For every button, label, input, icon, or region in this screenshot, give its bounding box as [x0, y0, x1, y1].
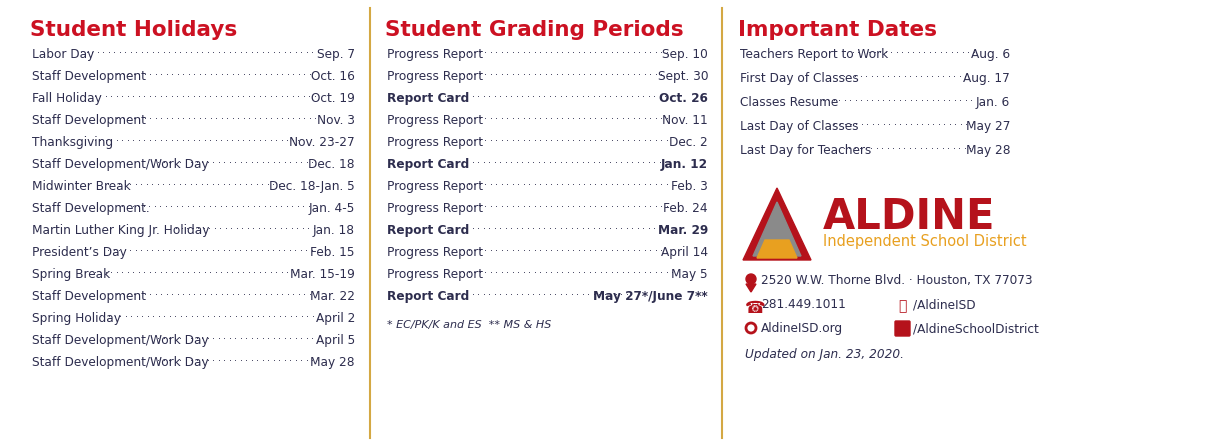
- Text: Staff Development: Staff Development: [32, 70, 146, 83]
- Text: Jan. 18: Jan. 18: [313, 224, 355, 237]
- Text: First Day of Classes: First Day of Classes: [740, 72, 858, 85]
- Text: Progress Report: Progress Report: [386, 268, 483, 281]
- Text: Feb. 15: Feb. 15: [311, 246, 355, 259]
- Polygon shape: [744, 188, 811, 260]
- Text: /AldineSchoolDistrict: /AldineSchoolDistrict: [913, 322, 1039, 335]
- Text: Staff Development: Staff Development: [32, 114, 146, 127]
- Text: Progress Report: Progress Report: [386, 48, 483, 61]
- Text: Midwinter Break: Midwinter Break: [32, 180, 130, 193]
- Polygon shape: [757, 240, 797, 258]
- Text: Dec. 18: Dec. 18: [308, 158, 355, 171]
- Text: Oct. 16: Oct. 16: [311, 70, 355, 83]
- Text: 🐦: 🐦: [898, 299, 907, 313]
- Text: President’s Day: President’s Day: [32, 246, 127, 259]
- Text: * EC/PK/K and ES  ** MS & HS: * EC/PK/K and ES ** MS & HS: [386, 320, 551, 330]
- Text: May 27*/June 7**: May 27*/June 7**: [594, 290, 708, 303]
- Text: ALDINE: ALDINE: [823, 196, 996, 238]
- Text: Teachers Report to Work: Teachers Report to Work: [740, 48, 889, 61]
- Text: Progress Report: Progress Report: [386, 246, 483, 259]
- Text: Sep. 7: Sep. 7: [317, 48, 355, 61]
- Polygon shape: [746, 284, 756, 292]
- Text: Oct. 26: Oct. 26: [659, 92, 708, 105]
- Text: Jan. 12: Jan. 12: [661, 158, 708, 171]
- FancyBboxPatch shape: [895, 321, 911, 336]
- Text: f: f: [901, 324, 907, 337]
- Text: Staff Development/Work Day: Staff Development/Work Day: [32, 356, 208, 369]
- Text: April 5: April 5: [316, 334, 355, 347]
- Text: Spring Break: Spring Break: [32, 268, 110, 281]
- Text: Oct. 19: Oct. 19: [311, 92, 355, 105]
- Text: Aug. 17: Aug. 17: [963, 72, 1011, 85]
- Text: Staff Development/Work Day: Staff Development/Work Day: [32, 334, 208, 347]
- Text: Independent School District: Independent School District: [823, 234, 1026, 249]
- Text: Staff Development: Staff Development: [32, 290, 146, 303]
- Text: Report Card: Report Card: [386, 224, 469, 237]
- Text: Nov. 11: Nov. 11: [662, 114, 708, 127]
- Text: Staff Development.: Staff Development.: [32, 202, 150, 215]
- Text: Sept. 30: Sept. 30: [657, 70, 708, 83]
- Text: Labor Day: Labor Day: [32, 48, 94, 61]
- Text: Progress Report: Progress Report: [386, 70, 483, 83]
- Text: Student Grading Periods: Student Grading Periods: [385, 20, 684, 40]
- Text: Report Card: Report Card: [386, 158, 469, 171]
- Text: May 28: May 28: [311, 356, 355, 369]
- Text: Report Card: Report Card: [386, 290, 469, 303]
- Text: /AldineISD: /AldineISD: [913, 298, 975, 311]
- Text: Mar. 15-19: Mar. 15-19: [290, 268, 355, 281]
- Text: Dec. 18-Jan. 5: Dec. 18-Jan. 5: [269, 180, 355, 193]
- Text: Progress Report: Progress Report: [386, 114, 483, 127]
- Text: ☎: ☎: [745, 299, 766, 317]
- Text: AldineISD.org: AldineISD.org: [761, 322, 844, 335]
- Text: Jan. 6: Jan. 6: [975, 96, 1011, 109]
- Text: Updated on Jan. 23, 2020.: Updated on Jan. 23, 2020.: [745, 348, 904, 361]
- Text: Martin Luther King Jr. Holiday: Martin Luther King Jr. Holiday: [32, 224, 210, 237]
- Text: Nov. 3: Nov. 3: [317, 114, 355, 127]
- Text: Progress Report: Progress Report: [386, 180, 483, 193]
- Text: Mar. 29: Mar. 29: [658, 224, 708, 237]
- Text: Progress Report: Progress Report: [386, 136, 483, 149]
- Text: Jan. 4-5: Jan. 4-5: [308, 202, 355, 215]
- Text: Last Day for Teachers: Last Day for Teachers: [740, 144, 872, 157]
- Text: April 14: April 14: [661, 246, 708, 259]
- Text: Dec. 2: Dec. 2: [669, 136, 708, 149]
- Text: Feb. 24: Feb. 24: [663, 202, 708, 215]
- Text: Nov. 23-27: Nov. 23-27: [289, 136, 355, 149]
- Text: Progress Report: Progress Report: [386, 202, 483, 215]
- Circle shape: [746, 274, 756, 284]
- Text: Sep. 10: Sep. 10: [662, 48, 708, 61]
- Text: Classes Resume: Classes Resume: [740, 96, 839, 109]
- Text: Mar. 22: Mar. 22: [310, 290, 355, 303]
- Text: Student Holidays: Student Holidays: [30, 20, 238, 40]
- Text: Fall Holiday: Fall Holiday: [32, 92, 101, 105]
- Text: April 2: April 2: [316, 312, 355, 325]
- Text: Last Day of Classes: Last Day of Classes: [740, 120, 858, 133]
- Text: 281.449.1011: 281.449.1011: [761, 298, 846, 311]
- Text: May 5: May 5: [672, 268, 708, 281]
- Text: Aug. 6: Aug. 6: [970, 48, 1011, 61]
- Text: Thanksgiving: Thanksgiving: [32, 136, 113, 149]
- Text: May 28: May 28: [965, 144, 1011, 157]
- Text: Report Card: Report Card: [386, 92, 469, 105]
- Text: Important Dates: Important Dates: [737, 20, 937, 40]
- Text: May 27: May 27: [965, 120, 1011, 133]
- Text: Feb. 3: Feb. 3: [672, 180, 708, 193]
- Polygon shape: [753, 202, 801, 256]
- Text: 2520 W.W. Thorne Blvd. · Houston, TX 77073: 2520 W.W. Thorne Blvd. · Houston, TX 770…: [761, 274, 1032, 287]
- Text: Staff Development/Work Day: Staff Development/Work Day: [32, 158, 208, 171]
- Text: Spring Holiday: Spring Holiday: [32, 312, 121, 325]
